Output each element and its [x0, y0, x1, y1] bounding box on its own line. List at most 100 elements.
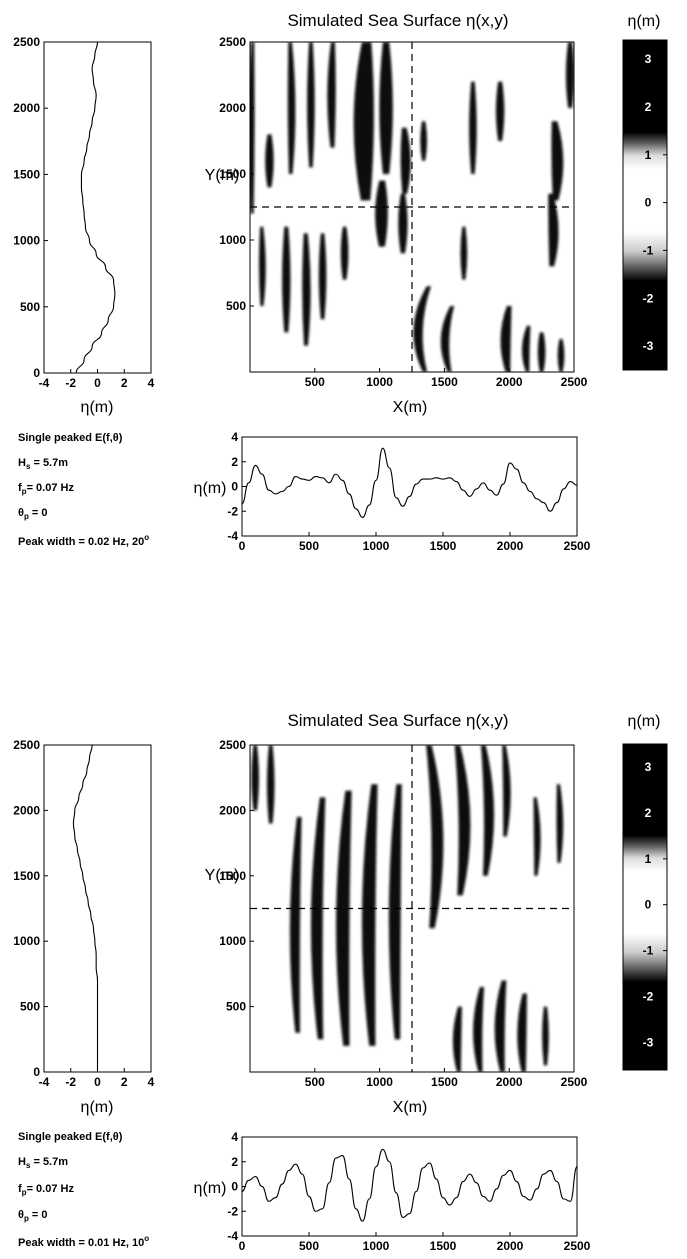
wave-crest-band: [420, 121, 428, 161]
dark-bands: [251, 745, 564, 1072]
x-tick-label: -2: [65, 376, 76, 390]
wave-crest-band: [259, 226, 266, 306]
colorbar-tick-label: 0: [645, 196, 652, 210]
colorbar-ramp: [622, 39, 668, 371]
x-tick-label: 2000: [497, 539, 524, 553]
profile-x-ylabel: η(m): [194, 1180, 227, 1197]
x-tick-label: 2500: [561, 1075, 588, 1089]
profile-y-plot: 0 500 1000 1500 2000 2500 -4 -2 0 2 4 η(m): [13, 738, 154, 1116]
profile-x-ylabel: η(m): [194, 480, 227, 497]
wave-crest-band: [469, 81, 477, 174]
wave-crest-band: [375, 180, 388, 247]
x-tick-label: 500: [299, 1239, 319, 1253]
y-tick-label: -4: [227, 529, 238, 543]
panel-top: Simulated Sea Surface η(x,y) 05001000150…: [13, 11, 668, 553]
sea-surface-map: 500 1000 1500 2000 2500 500 1000 1500 2000 2500 Y…: [205, 35, 588, 416]
wave-crest-band: [398, 193, 408, 254]
y-tick-label: 0: [231, 480, 238, 494]
y-tick-label: 2000: [219, 803, 246, 817]
colorbar-label: η(m): [628, 13, 661, 30]
parameters-block: Single peaked E(f,θ) Hs = 5.7m fp= 0.07 …: [18, 432, 149, 548]
wave-crest-band: [548, 193, 559, 267]
x-tick-label: 4: [148, 1075, 155, 1089]
x-tick-label: 2000: [496, 375, 523, 389]
colorbar-tick-label: 2: [645, 806, 652, 820]
wave-crest-band: [282, 226, 291, 333]
profile-y-line: [75, 41, 116, 374]
x-tick-label: -4: [39, 376, 50, 390]
colorbar-tick-label: 3: [645, 760, 652, 774]
wave-crest-band: [388, 784, 402, 1040]
y-tick-label: 1500: [219, 869, 246, 883]
x-tick-label: 0: [239, 1239, 246, 1253]
map-ticks: 500 1000 1500 2000 2500 500 1000 1500 2000 2500: [219, 35, 587, 389]
x-tick-label: 500: [305, 375, 325, 389]
x-tick-label: 1000: [363, 539, 390, 553]
y-tick-label: 2000: [13, 101, 40, 115]
profile-y-line: [72, 744, 99, 1072]
x-tick-label: 500: [305, 1075, 325, 1089]
y-tick-label: 2500: [219, 738, 246, 752]
param-theta: θp = 0: [18, 1209, 48, 1223]
colorbar-tick-label: -1: [643, 944, 654, 958]
x-tick-label: -2: [65, 1075, 76, 1089]
wave-crest-band: [318, 233, 327, 320]
wave-crest-band: [251, 745, 259, 811]
colorbar: η(m) 3 2 1 0 -1 -2 -3: [622, 13, 668, 371]
y-tick-label: -2: [227, 504, 238, 518]
profile-x-line: [241, 1148, 578, 1222]
wave-crest-band: [500, 306, 512, 372]
dark-bands: [250, 42, 574, 372]
colorbar-tick-label: 2: [645, 100, 652, 114]
map-ylabel: Y(m): [205, 867, 240, 884]
x-tick-label: 2500: [564, 1239, 591, 1253]
x-tick-label: 1500: [431, 375, 458, 389]
param-hs: Hs = 5.7m: [18, 457, 68, 471]
wave-crest-band: [533, 797, 541, 876]
y-tick-label: 500: [20, 1000, 40, 1014]
x-tick-label: 1500: [430, 1239, 457, 1253]
x-tick-label: 0: [239, 539, 246, 553]
wave-crest-band: [556, 784, 564, 863]
wave-crest-band: [289, 816, 302, 1033]
y-tick-label: 2000: [13, 803, 40, 817]
colorbar-label: η(m): [628, 713, 661, 730]
y-tick-label: 0: [33, 1065, 40, 1079]
colorbar-ticks: 3 2 1 0 -1 -2 -3: [643, 760, 667, 1049]
x-tick-label: 1500: [430, 539, 457, 553]
x-tick-label: 500: [299, 539, 319, 553]
wave-crest-band: [454, 745, 471, 896]
x-tick-label: 2500: [561, 375, 588, 389]
wave-crest-band: [480, 745, 495, 876]
param-hs: Hs = 5.7m: [18, 1156, 68, 1170]
wave-crest-band: [266, 745, 275, 824]
param-theta: θp = 0: [18, 507, 48, 521]
y-tick-label: 500: [20, 300, 40, 314]
map-ticks: 500 1000 1500 2000 2500 500 1000 1500 2000 2500: [219, 738, 587, 1089]
param-spectrum: Single peaked E(f,θ): [18, 1131, 123, 1143]
y-tick-label: 1500: [13, 167, 40, 181]
profile-y-xlabel: η(m): [81, 399, 114, 416]
y-tick-label: 1000: [219, 233, 246, 247]
wave-crest-band: [495, 81, 505, 141]
wave-crest-band: [265, 134, 274, 188]
map-xlabel: X(m): [393, 399, 428, 416]
parameters-block: Single peaked E(f,θ) Hs = 5.7m fp= 0.07 …: [18, 1131, 149, 1249]
x-tick-label: 0: [94, 1075, 101, 1089]
y-tick-label: 0: [231, 1180, 238, 1194]
wave-crest-band: [460, 226, 468, 280]
wave-crest-band: [537, 332, 546, 372]
colorbar-tick-label: -2: [643, 291, 654, 305]
wave-crest-band: [542, 1006, 549, 1066]
param-spectrum: Single peaked E(f,θ): [18, 432, 123, 444]
y-tick-label: 1000: [13, 934, 40, 948]
wave-crest-band: [336, 790, 352, 1046]
y-tick-label: 1000: [13, 234, 40, 248]
y-tick-label: -2: [227, 1204, 238, 1218]
profile-y-plot: 0 500 1000 1500 2000 2500 -4 -2 0 2 4 η(m): [13, 35, 154, 416]
wave-crest-band: [494, 980, 507, 1072]
y-tick-label: 4: [231, 430, 238, 444]
x-tick-label: 2: [121, 376, 128, 390]
wave-crest-band: [551, 121, 564, 201]
colorbar-tick-label: -3: [643, 339, 654, 353]
